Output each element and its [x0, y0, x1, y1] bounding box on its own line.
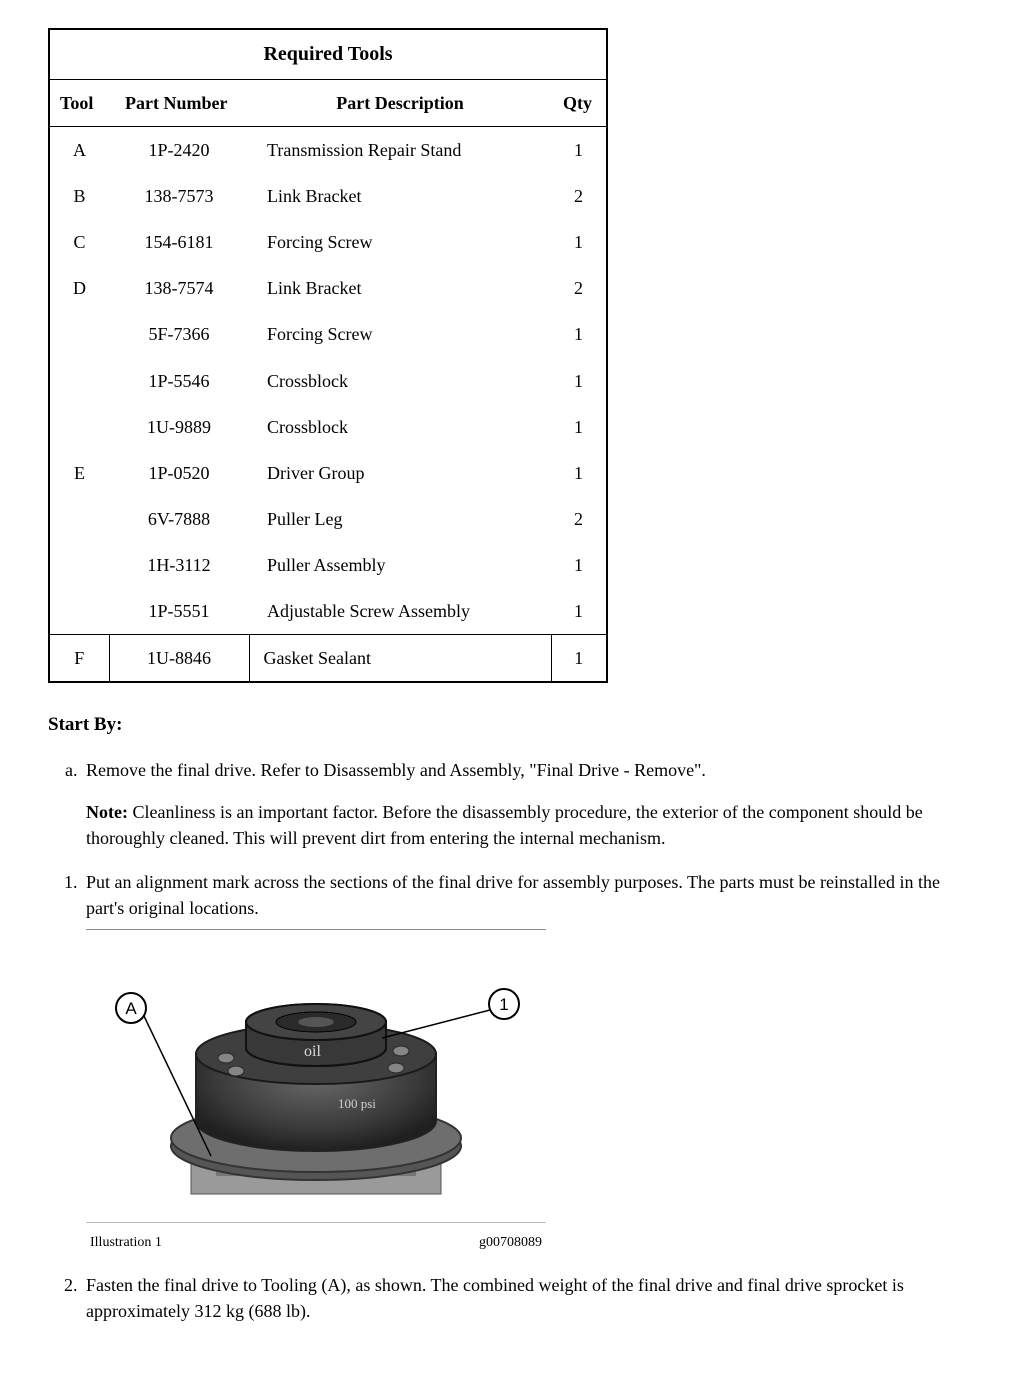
note-label: Note:	[86, 802, 128, 822]
cell-qty: 1	[551, 404, 607, 450]
cell-pn: 1P-0520	[109, 450, 249, 496]
cell-qty: 1	[551, 127, 607, 174]
step-2: Fasten the final drive to Tooling (A), a…	[82, 1272, 976, 1324]
cell-qty: 1	[551, 450, 607, 496]
table-row: 6V-7888Puller Leg2	[49, 496, 607, 542]
required-tools-table: Required Tools Tool Part Number Part Des…	[48, 28, 608, 683]
cell-pn: 1P-2420	[109, 127, 249, 174]
start-by-list: Remove the final drive. Refer to Disasse…	[48, 757, 976, 851]
illustration-label: Illustration 1	[90, 1233, 162, 1253]
table-title: Required Tools	[49, 29, 607, 80]
cell-tool	[49, 496, 109, 542]
note-body: Cleanliness is an important factor. Befo…	[86, 802, 923, 848]
final-drive-illustration: oil 100 psi A 1	[86, 946, 546, 1216]
cell-tool	[49, 311, 109, 357]
cell-desc: Gasket Sealant	[249, 635, 551, 683]
cell-pn: 1H-3112	[109, 542, 249, 588]
illustration-1-figure: oil 100 psi A 1	[86, 929, 546, 1223]
table-row: C154-6181Forcing Screw1	[49, 219, 607, 265]
illustration-code: g00708089	[479, 1233, 542, 1253]
cell-tool: C	[49, 219, 109, 265]
step-a-text: Remove the final drive. Refer to Disasse…	[86, 760, 706, 780]
cell-tool	[49, 588, 109, 635]
cell-qty: 1	[551, 358, 607, 404]
cell-tool: F	[49, 635, 109, 683]
col-part-description: Part Description	[249, 80, 551, 127]
cell-pn: 6V-7888	[109, 496, 249, 542]
cell-desc: Transmission Repair Stand	[249, 127, 551, 174]
note-paragraph: Note: Cleanliness is an important factor…	[86, 799, 976, 851]
illustration-caption: Illustration 1 g00708089	[86, 1231, 546, 1253]
table-row: 1H-3112Puller Assembly1	[49, 542, 607, 588]
table-row: D138-7574Link Bracket2	[49, 265, 607, 311]
cell-tool	[49, 358, 109, 404]
cell-pn: 1P-5546	[109, 358, 249, 404]
cell-tool: A	[49, 127, 109, 174]
cell-tool	[49, 404, 109, 450]
numbered-steps: Put an alignment mark across the section…	[48, 869, 976, 1324]
cell-pn: 138-7574	[109, 265, 249, 311]
cell-tool: B	[49, 173, 109, 219]
table-row: B138-7573Link Bracket2	[49, 173, 607, 219]
col-part-number: Part Number	[109, 80, 249, 127]
cell-qty: 2	[551, 173, 607, 219]
cell-qty: 1	[551, 588, 607, 635]
cell-desc: Puller Assembly	[249, 542, 551, 588]
col-qty: Qty	[551, 80, 607, 127]
start-by-heading: Start By:	[48, 711, 976, 739]
cell-desc: Forcing Screw	[249, 219, 551, 265]
cell-desc: Crossblock	[249, 404, 551, 450]
cell-tool: D	[49, 265, 109, 311]
cell-qty: 1	[551, 542, 607, 588]
cell-desc: Adjustable Screw Assembly	[249, 588, 551, 635]
col-tool: Tool	[49, 80, 109, 127]
svg-text:oil: oil	[304, 1043, 321, 1060]
cell-qty: 1	[551, 635, 607, 683]
cell-pn: 1P-5551	[109, 588, 249, 635]
cell-tool: E	[49, 450, 109, 496]
cell-desc: Link Bracket	[249, 173, 551, 219]
step-1: Put an alignment mark across the section…	[82, 869, 976, 1253]
table-row: 1P-5551Adjustable Screw Assembly1	[49, 588, 607, 635]
cell-pn: 1U-9889	[109, 404, 249, 450]
cell-qty: 1	[551, 219, 607, 265]
step-a: Remove the final drive. Refer to Disasse…	[82, 757, 976, 851]
callout-1-label: 1	[499, 995, 508, 1014]
table-row: A1P-2420Transmission Repair Stand1	[49, 127, 607, 174]
cell-qty: 1	[551, 311, 607, 357]
cell-tool	[49, 542, 109, 588]
cell-pn: 138-7573	[109, 173, 249, 219]
cell-qty: 2	[551, 496, 607, 542]
cell-desc: Crossblock	[249, 358, 551, 404]
cell-pn: 5F-7366	[109, 311, 249, 357]
cell-pn: 154-6181	[109, 219, 249, 265]
table-row: 1P-5546Crossblock1	[49, 358, 607, 404]
step-1-text: Put an alignment mark across the section…	[86, 872, 940, 918]
table-row: E1P-0520Driver Group1	[49, 450, 607, 496]
cell-desc: Forcing Screw	[249, 311, 551, 357]
illustration-1-wrap: oil 100 psi A 1 Illustration 1 g00708089	[86, 929, 976, 1253]
cell-desc: Driver Group	[249, 450, 551, 496]
table-row: 5F-7366Forcing Screw1	[49, 311, 607, 357]
cell-pn: 1U-8846	[109, 635, 249, 683]
cell-qty: 2	[551, 265, 607, 311]
callout-a-label: A	[125, 999, 137, 1018]
step-2-text: Fasten the final drive to Tooling (A), a…	[86, 1275, 904, 1321]
svg-text:100 psi: 100 psi	[338, 1096, 376, 1111]
table-row: 1U-9889Crossblock1	[49, 404, 607, 450]
cell-desc: Puller Leg	[249, 496, 551, 542]
cell-desc: Link Bracket	[249, 265, 551, 311]
